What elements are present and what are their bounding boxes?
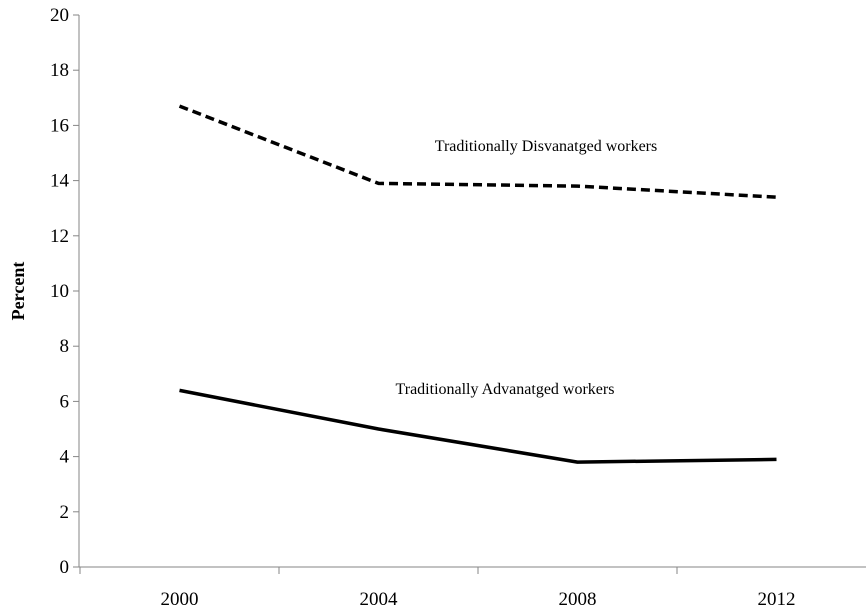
y-axis: 0 2 4 6 8 10 12 14 16 18 20 (50, 5, 80, 578)
series-label-disadvantaged: Traditionally Disvanatged workers (435, 138, 657, 155)
x-tick-label: 2008 (559, 589, 597, 610)
y-tick-label: 18 (50, 60, 69, 81)
series-line-advantaged (179, 388, 777, 464)
series-line-disadvantaged (178, 104, 777, 199)
y-tick-label: 6 (60, 391, 70, 412)
y-tick-label: 16 (50, 115, 69, 136)
y-tick-label: 20 (50, 5, 69, 26)
y-axis-title: Percent (8, 262, 28, 321)
y-tick-label: 4 (60, 447, 70, 468)
y-tick-label: 0 (60, 557, 70, 578)
x-tick-label: 2012 (758, 589, 796, 610)
y-tick-label: 2 (60, 502, 70, 523)
x-tick-label: 2004 (360, 589, 399, 610)
x-axis: 2000 2004 2008 2012 (79, 566, 866, 610)
y-tick-label: 10 (50, 281, 69, 302)
y-tick-label: 14 (50, 171, 70, 192)
y-tick-label: 12 (50, 226, 69, 247)
series-label-advantaged: Traditionally Advanatged workers (396, 381, 615, 398)
x-tick-label: 2000 (161, 589, 199, 610)
series-labels: Traditionally Disvanatged workers Traditi… (396, 138, 658, 398)
y-tick-label: 8 (60, 336, 70, 357)
series-lines (178, 104, 777, 464)
